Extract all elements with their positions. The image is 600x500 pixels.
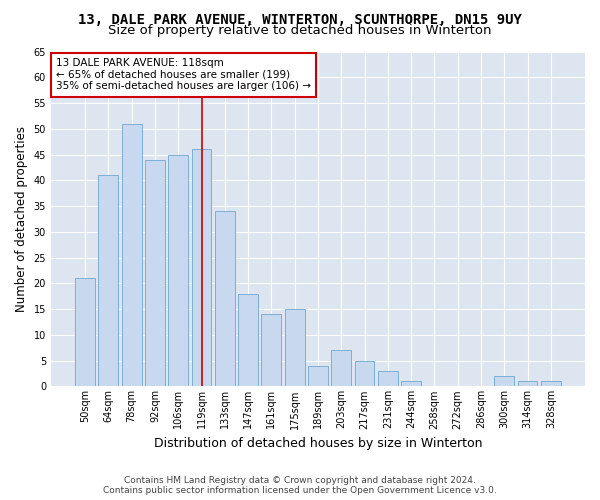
Bar xyxy=(285,309,305,386)
Bar xyxy=(169,154,188,386)
Bar xyxy=(331,350,351,386)
Bar xyxy=(541,381,561,386)
Bar xyxy=(262,314,281,386)
Bar xyxy=(308,366,328,386)
Bar xyxy=(401,381,421,386)
Text: 13, DALE PARK AVENUE, WINTERTON, SCUNTHORPE, DN15 9UY: 13, DALE PARK AVENUE, WINTERTON, SCUNTHO… xyxy=(78,12,522,26)
Text: Size of property relative to detached houses in Winterton: Size of property relative to detached ho… xyxy=(108,24,492,37)
Text: 13 DALE PARK AVENUE: 118sqm
← 65% of detached houses are smaller (199)
35% of se: 13 DALE PARK AVENUE: 118sqm ← 65% of det… xyxy=(56,58,311,92)
Bar xyxy=(75,278,95,386)
Bar xyxy=(378,371,398,386)
Y-axis label: Number of detached properties: Number of detached properties xyxy=(15,126,28,312)
Bar xyxy=(215,211,235,386)
Bar xyxy=(238,294,258,386)
Bar xyxy=(122,124,142,386)
Bar xyxy=(191,150,211,386)
Bar xyxy=(518,381,538,386)
X-axis label: Distribution of detached houses by size in Winterton: Distribution of detached houses by size … xyxy=(154,437,482,450)
Bar xyxy=(494,376,514,386)
Bar xyxy=(355,360,374,386)
Text: Contains HM Land Registry data © Crown copyright and database right 2024.
Contai: Contains HM Land Registry data © Crown c… xyxy=(103,476,497,495)
Bar xyxy=(98,175,118,386)
Bar xyxy=(145,160,165,386)
